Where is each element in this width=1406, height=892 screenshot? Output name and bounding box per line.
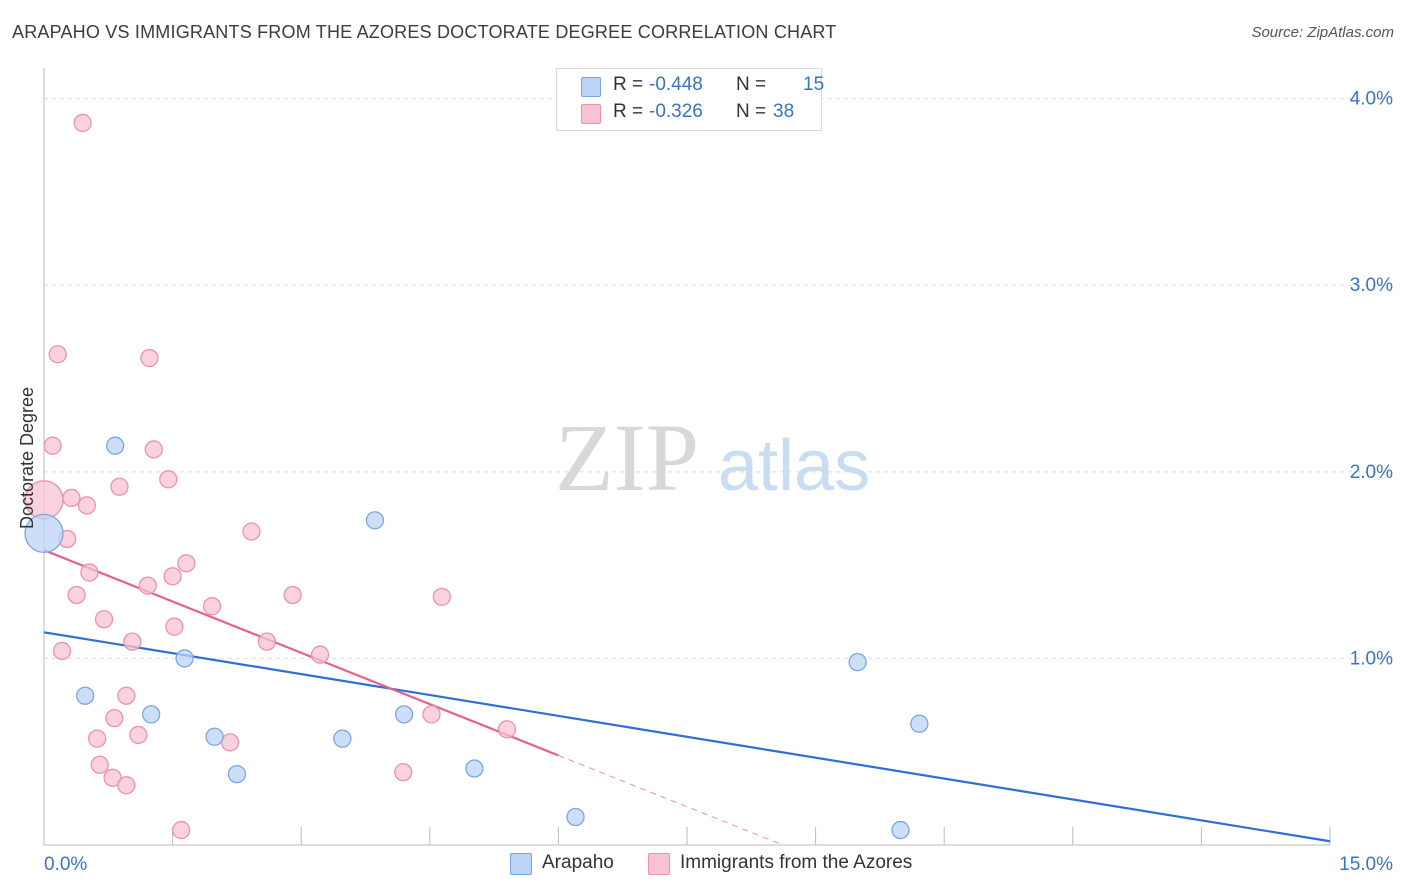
- n-label: N =: [736, 101, 767, 122]
- point-azores: [163, 567, 182, 586]
- point-azores: [497, 720, 517, 739]
- point-azores: [117, 686, 136, 705]
- point-azores: [310, 645, 330, 664]
- point-arapaho: [227, 764, 247, 784]
- source-label: Source: ZipAtlas.com: [1251, 24, 1394, 41]
- n-label: N =: [736, 74, 767, 95]
- stats-legend: R = -0.448 N = 15 R = -0.326 N = 38: [556, 68, 825, 131]
- r-value: -0.326: [649, 101, 703, 122]
- point-azores: [80, 563, 99, 582]
- x-tick-label-max: 15.0%: [1339, 854, 1393, 875]
- watermark: ZIP atlas: [555, 404, 870, 511]
- point-azores: [165, 617, 184, 636]
- point-azores: [422, 705, 441, 724]
- point-azores: [172, 820, 191, 840]
- point-arapaho: [24, 513, 64, 554]
- point-azores: [220, 733, 240, 752]
- point-azores: [242, 522, 261, 541]
- point-azores: [123, 632, 142, 651]
- y-tick-label: 3.0%: [1350, 275, 1393, 296]
- trend-line-arapaho: [43, 631, 1331, 843]
- axes: [43, 68, 1331, 846]
- r-value: -0.448: [649, 74, 703, 95]
- point-azores: [117, 776, 136, 795]
- point-azores: [73, 113, 92, 133]
- point-azores: [138, 576, 157, 595]
- point-arapaho: [394, 705, 414, 724]
- point-arapaho: [566, 807, 585, 827]
- point-arapaho: [76, 686, 95, 705]
- point-azores: [67, 585, 86, 605]
- arapaho-swatch: [581, 77, 601, 97]
- watermark-atlas: atlas: [718, 426, 870, 506]
- point-azores: [144, 440, 163, 459]
- point-azores: [52, 641, 72, 661]
- legend-label: Immigrants from the Azores: [680, 852, 913, 873]
- point-azores: [77, 496, 97, 515]
- point-azores: [105, 708, 124, 728]
- point-arapaho: [333, 729, 352, 748]
- point-azores: [88, 729, 107, 748]
- arapaho-legend-swatch: [510, 853, 532, 875]
- point-azores: [432, 587, 451, 606]
- point-azores: [394, 763, 413, 782]
- watermark-zip: ZIP: [555, 404, 699, 511]
- y-tick-label: 4.0%: [1350, 89, 1393, 110]
- n-value: 38: [773, 101, 795, 122]
- chart-title: ARAPAHO VS IMMIGRANTS FROM THE AZORES DO…: [12, 22, 837, 42]
- y-axis-title: Doctorate Degree: [17, 387, 37, 529]
- point-arapaho: [365, 511, 385, 530]
- point-arapaho: [465, 759, 484, 778]
- point-azores: [48, 345, 67, 364]
- point-azores: [110, 477, 129, 496]
- point-arapaho: [175, 649, 194, 668]
- point-azores: [140, 348, 159, 368]
- point-arapaho: [910, 714, 929, 733]
- point-azores: [159, 470, 178, 489]
- legend-label: Arapaho: [542, 852, 614, 873]
- point-azores: [283, 585, 302, 605]
- point-arapaho: [848, 652, 867, 672]
- point-arapaho: [142, 705, 161, 724]
- point-arapaho: [106, 436, 125, 455]
- point-azores: [43, 436, 62, 455]
- trend-lines: [43, 549, 1331, 846]
- data-points: [24, 113, 929, 840]
- point-azores: [177, 554, 196, 573]
- n-value: 15: [803, 74, 825, 95]
- point-azores: [94, 610, 114, 629]
- axis-labels: 1.0% 2.0% 3.0% 4.0% 0.0% 15.0% Doctorate Degre…: [17, 89, 1393, 875]
- point-azores: [129, 725, 148, 745]
- gridlines: [44, 98, 1395, 659]
- x-tick-label-min: 0.0%: [44, 854, 87, 875]
- r-label: R =: [613, 101, 644, 122]
- point-azores: [90, 755, 109, 774]
- point-azores: [257, 632, 277, 651]
- point-azores: [202, 597, 222, 616]
- azores-swatch: [581, 104, 601, 124]
- y-tick-label: 1.0%: [1350, 648, 1393, 669]
- point-arapaho: [891, 820, 910, 840]
- r-label: R =: [613, 74, 644, 95]
- azores-legend-swatch: [648, 853, 670, 875]
- trend-line-azores-extension: [558, 754, 784, 846]
- y-tick-label: 2.0%: [1350, 462, 1393, 483]
- trend-line-azores: [43, 549, 559, 757]
- point-azores: [62, 488, 81, 508]
- point-arapaho: [205, 727, 224, 746]
